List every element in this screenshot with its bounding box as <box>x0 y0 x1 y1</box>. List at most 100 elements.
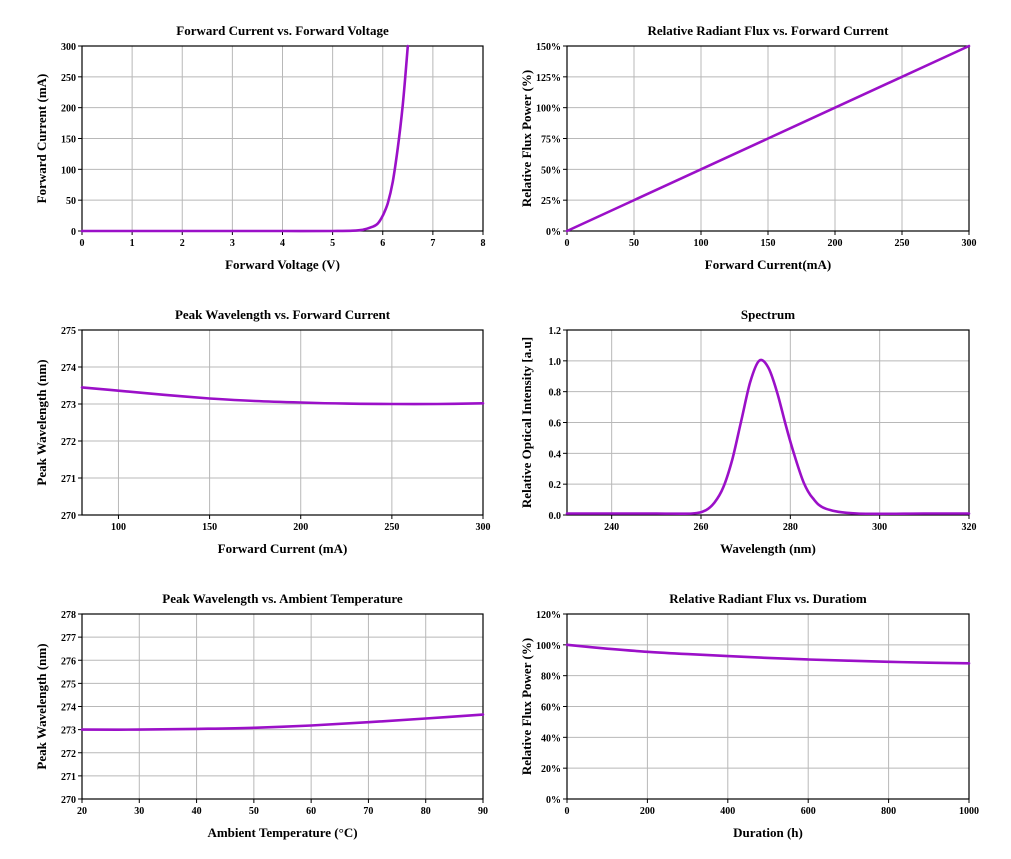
y-tick-label: 120% <box>536 610 561 621</box>
y-axis-label: Relative Flux Power (%) <box>519 70 534 207</box>
chart-4: Spectrum 240 260 280 300 320 0.0 0.2 0.4 0.6 0.8 1.… <box>519 307 977 556</box>
y-tick-label: 75% <box>541 135 561 146</box>
chart-title: Peak Wavelength vs. Ambient Temperature <box>162 591 403 606</box>
x-tick-label: 400 <box>720 806 735 817</box>
x-tick-label: 150 <box>761 238 776 249</box>
x-tick-label: 150 <box>202 522 217 533</box>
y-tick-label: 300 <box>61 42 76 53</box>
x-tick-label: 7 <box>430 238 435 249</box>
series-line <box>80 386 485 406</box>
x-tick-label: 320 <box>962 522 977 533</box>
y-tick-label: 277 <box>61 633 76 644</box>
y-tick-label: 150% <box>536 42 561 53</box>
x-tick-label: 0 <box>565 806 570 817</box>
series-line <box>565 643 971 665</box>
x-axis-label: Wavelength (nm) <box>720 541 816 556</box>
x-tick-label: 20 <box>77 806 87 817</box>
x-tick-label: 50 <box>249 806 259 817</box>
y-tick-label: 60% <box>541 703 561 714</box>
series-line <box>565 44 971 233</box>
x-tick-label: 600 <box>801 806 816 817</box>
chart-6: Relative Radiant Flux vs. Duratiom 0 200 40… <box>519 591 979 840</box>
x-axis-label: Forward Current (mA) <box>218 541 348 556</box>
series-line <box>565 358 971 516</box>
y-tick-label: 100 <box>61 165 76 176</box>
x-tick-label: 800 <box>881 806 896 817</box>
x-tick-label: 250 <box>895 238 910 249</box>
y-tick-label: 272 <box>61 749 76 760</box>
x-tick-label: 40 <box>192 806 202 817</box>
y-tick-label: 271 <box>61 772 76 783</box>
x-axis-label: Duration (h) <box>733 825 803 840</box>
y-tick-label: 271 <box>61 474 76 485</box>
y-tick-label: 273 <box>61 400 76 411</box>
chart-2: Relative Radiant Flux vs. Forward Curren… <box>519 23 977 272</box>
y-tick-label: 100% <box>536 104 561 115</box>
chart-title: Relative Radiant Flux vs. Forward Curren… <box>648 23 890 38</box>
y-tick-label: 276 <box>61 656 76 667</box>
y-tick-label: 1.0 <box>549 357 562 368</box>
y-tick-label: 200 <box>61 104 76 115</box>
y-tick-label: 80% <box>541 672 561 683</box>
x-tick-label: 200 <box>828 238 843 249</box>
y-tick-label: 278 <box>61 610 76 621</box>
y-tick-label: 274 <box>61 703 76 714</box>
chart-title: Spectrum <box>741 307 795 322</box>
y-tick-label: 100% <box>536 641 561 652</box>
y-tick-label: 40% <box>541 733 561 744</box>
y-axis-label: Peak Wavelength (nm) <box>34 359 49 485</box>
x-tick-label: 60 <box>306 806 316 817</box>
chart-title: Peak Wavelength vs. Forward Current <box>175 307 391 322</box>
y-axis-label: Forward Current (mA) <box>34 74 49 204</box>
y-tick-label: 270 <box>61 795 76 806</box>
x-tick-label: 8 <box>481 238 486 249</box>
chart-title: Relative Radiant Flux vs. Duratiom <box>669 591 867 606</box>
y-tick-label: 272 <box>61 437 76 448</box>
x-tick-label: 100 <box>694 238 709 249</box>
y-tick-label: 150 <box>61 135 76 146</box>
x-tick-label: 30 <box>134 806 144 817</box>
y-tick-label: 25% <box>541 196 561 207</box>
x-tick-label: 250 <box>384 522 399 533</box>
y-tick-label: 0.4 <box>549 449 562 460</box>
x-tick-label: 5 <box>330 238 335 249</box>
y-tick-label: 0% <box>546 795 561 806</box>
chart-5: Peak Wavelength vs. Ambient Temperature 2… <box>34 591 488 840</box>
y-axis-label: Relative Flux Power (%) <box>519 638 534 775</box>
series-line <box>80 44 410 233</box>
x-tick-label: 1000 <box>959 806 979 817</box>
x-tick-label: 1 <box>130 238 135 249</box>
y-tick-label: 0.2 <box>549 480 562 491</box>
x-tick-label: 200 <box>293 522 308 533</box>
y-axis-label: Relative Optical Intensity [a.u] <box>519 337 534 508</box>
x-tick-label: 0 <box>565 238 570 249</box>
x-tick-label: 200 <box>640 806 655 817</box>
x-tick-label: 6 <box>380 238 385 249</box>
x-tick-label: 4 <box>280 238 285 249</box>
x-axis-label: Forward Voltage (V) <box>225 257 340 272</box>
x-tick-label: 3 <box>230 238 235 249</box>
y-tick-label: 0 <box>71 227 76 238</box>
x-tick-label: 240 <box>604 522 619 533</box>
y-tick-label: 50 <box>66 196 76 207</box>
chart-3: Peak Wavelength vs. Forward Current 100 15… <box>34 307 491 556</box>
x-tick-label: 300 <box>872 522 887 533</box>
x-tick-label: 80 <box>421 806 431 817</box>
chart-1: Forward Current vs. Forward Voltage 0 1 2 3 4… <box>34 23 486 272</box>
x-tick-label: 260 <box>694 522 709 533</box>
y-tick-label: 0.8 <box>549 388 562 399</box>
x-tick-label: 300 <box>476 522 491 533</box>
x-tick-label: 90 <box>478 806 488 817</box>
y-tick-label: 0.0 <box>549 511 562 522</box>
chart-title: Forward Current vs. Forward Voltage <box>176 23 389 38</box>
y-tick-label: 20% <box>541 764 561 775</box>
x-axis-label: Forward Current(mA) <box>705 257 831 272</box>
x-tick-label: 100 <box>111 522 126 533</box>
y-tick-label: 50% <box>541 165 561 176</box>
y-tick-label: 1.2 <box>549 326 562 337</box>
y-tick-label: 274 <box>61 363 76 374</box>
x-tick-label: 50 <box>629 238 639 249</box>
y-tick-label: 270 <box>61 511 76 522</box>
x-tick-label: 70 <box>363 806 373 817</box>
